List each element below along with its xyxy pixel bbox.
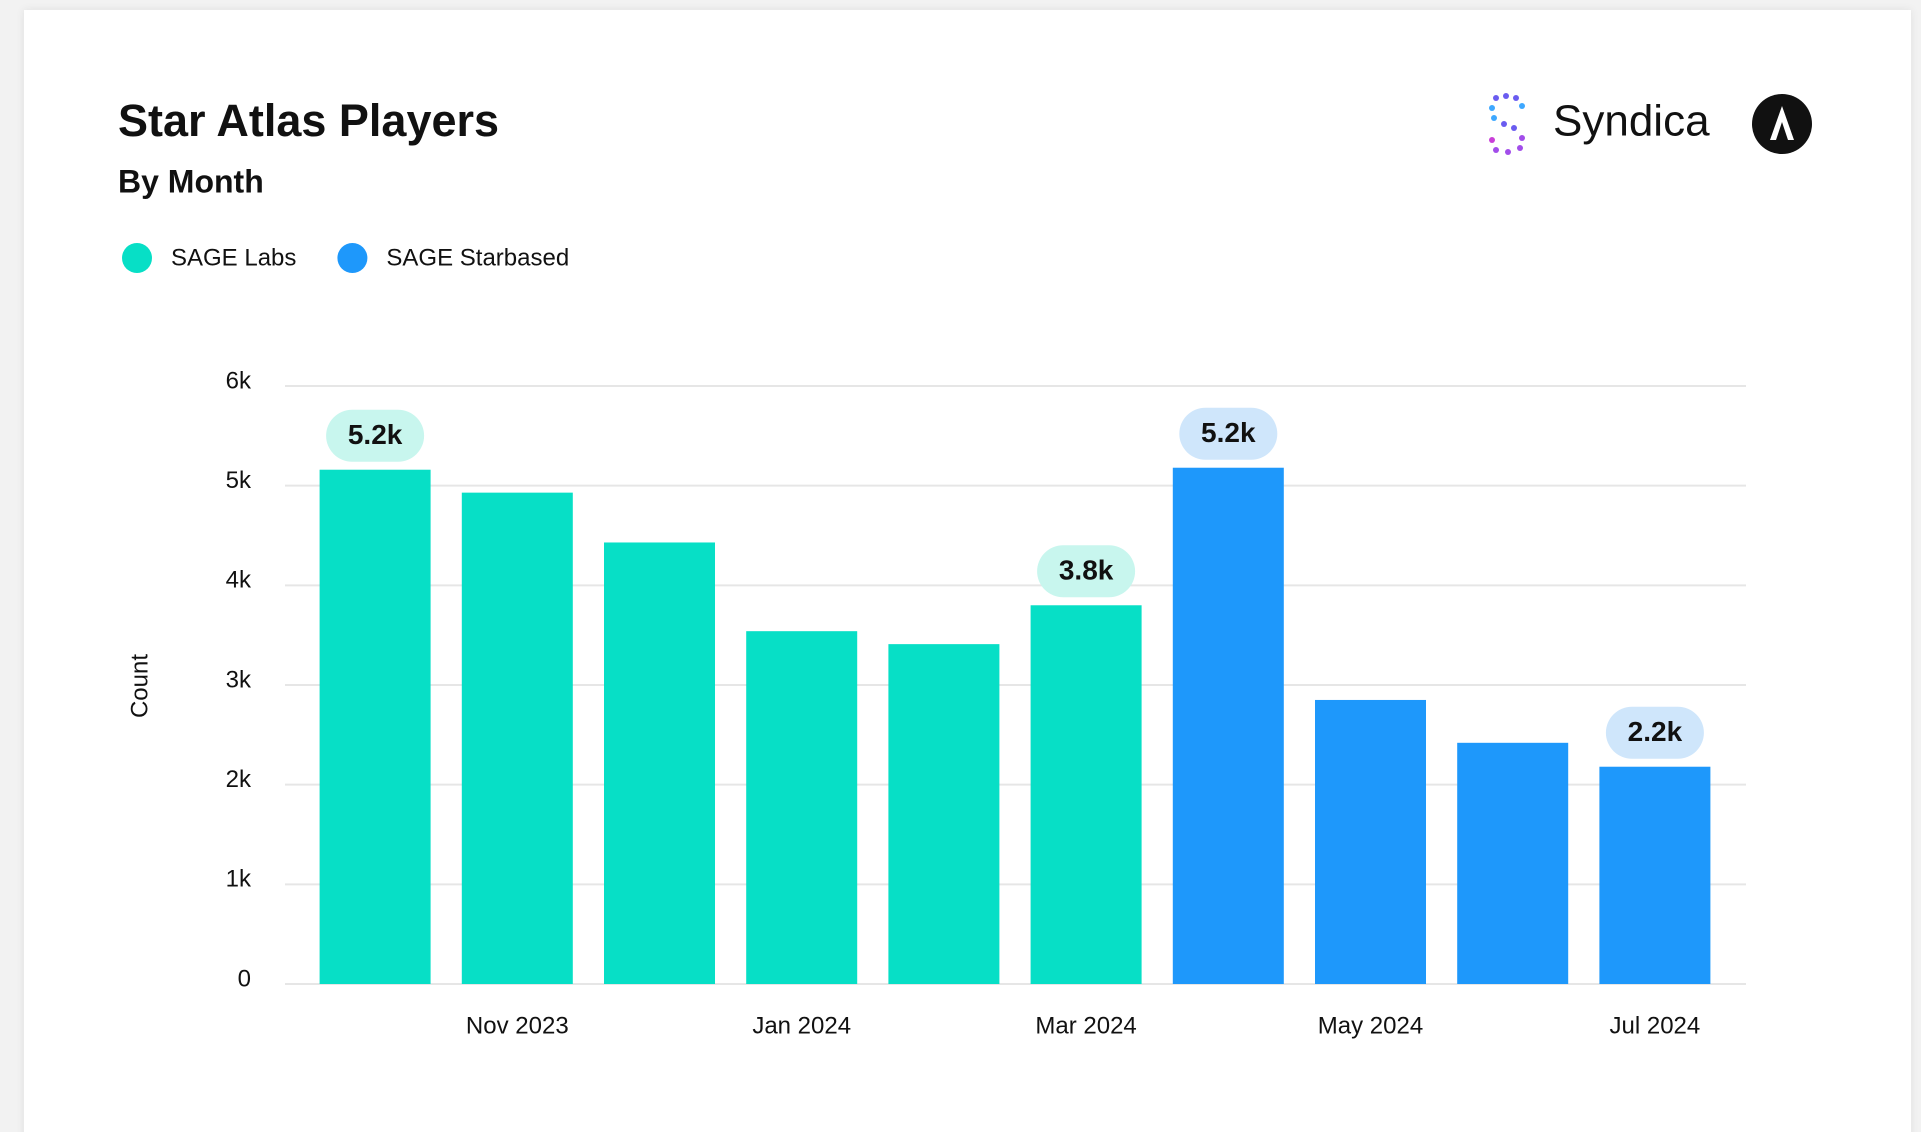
brand-icon — [1489, 93, 1525, 155]
bar — [746, 631, 858, 984]
bar — [1599, 766, 1711, 984]
y-tick-label: 5k — [226, 467, 252, 494]
brand-badge — [1752, 94, 1812, 154]
value-label: 5.2k — [348, 419, 403, 450]
bar — [1172, 467, 1284, 984]
x-tick-label: May 2024 — [1318, 1012, 1423, 1039]
chart-subtitle: By Month — [118, 163, 264, 199]
value-label: 2.2k — [1628, 716, 1683, 747]
value-label-pill — [1037, 545, 1136, 598]
x-tick-label: Jan 2024 — [752, 1012, 851, 1039]
y-axis-label: Count — [126, 654, 153, 718]
legend-swatch — [122, 243, 152, 273]
y-tick-label: 0 — [238, 965, 251, 992]
y-tick-label: 6k — [226, 367, 252, 394]
y-tick-label: 4k — [226, 567, 252, 594]
y-tick-label: 2k — [226, 766, 252, 793]
x-tick-label: Jul 2024 — [1610, 1012, 1701, 1039]
bar — [1030, 605, 1142, 984]
bar — [1457, 742, 1569, 984]
x-tick-label: Mar 2024 — [1035, 1012, 1136, 1039]
value-label-pill — [1605, 706, 1704, 759]
y-tick-label: 3k — [226, 666, 252, 693]
legend-label: SAGE Starbased — [386, 244, 569, 271]
bar — [461, 492, 573, 984]
value-label-pill — [1179, 407, 1278, 460]
legend-swatch — [337, 243, 368, 273]
legend-label: SAGE Labs — [171, 244, 296, 271]
value-label-pill — [326, 409, 425, 462]
badge-glyph — [1770, 106, 1794, 140]
brand-name: Syndica — [1553, 97, 1710, 146]
x-tick-label: Nov 2023 — [466, 1012, 569, 1039]
chart-title: Star Atlas Players — [118, 95, 499, 146]
y-tick-label: 1k — [226, 866, 252, 893]
value-label: 3.8k — [1059, 555, 1114, 586]
bar — [1315, 699, 1426, 984]
bar — [888, 644, 1000, 984]
bar — [319, 469, 431, 985]
bar — [604, 542, 715, 984]
value-label: 5.2k — [1201, 417, 1256, 448]
